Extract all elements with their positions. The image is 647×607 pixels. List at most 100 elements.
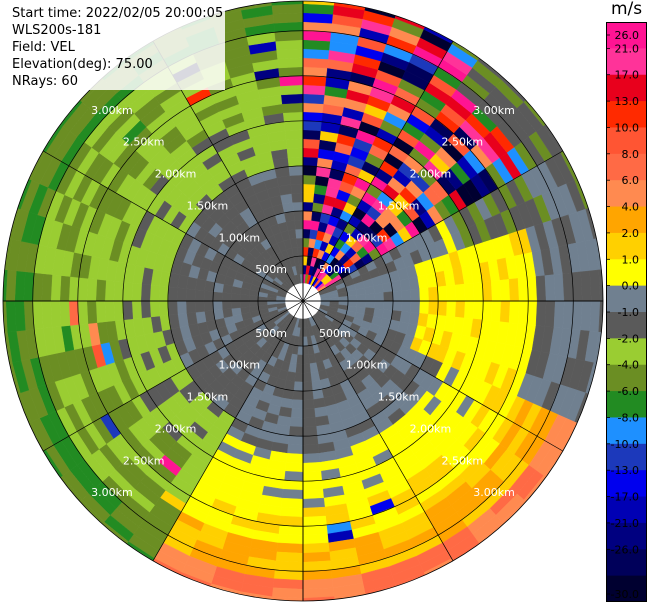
velocity-cell	[302, 3, 335, 15]
velocity-cell	[589, 269, 601, 302]
velocity-cells	[2, 0, 604, 602]
velocity-cell	[464, 300, 475, 320]
velocity-cell	[276, 48, 304, 60]
range-ring-label: 2.00km	[155, 422, 197, 435]
velocity-cell	[356, 294, 367, 302]
colorbar-segment	[606, 259, 647, 287]
range-ring-label: 3.00km	[473, 104, 515, 117]
velocity-cell	[293, 381, 304, 392]
colorbar-segment	[606, 549, 647, 577]
colorbar-tick-label: 10.0	[615, 122, 640, 135]
velocity-cell	[302, 363, 311, 374]
range-ring-label: 2.50km	[123, 136, 165, 149]
velocity-cell	[282, 479, 304, 491]
velocity-cell	[302, 12, 334, 24]
velocity-cell	[302, 417, 317, 428]
velocity-cell	[41, 273, 53, 302]
range-ring-label: 500m	[319, 263, 351, 276]
velocity-cell	[296, 237, 304, 248]
velocity-cell	[281, 93, 304, 105]
colorbar-segment	[606, 417, 647, 445]
velocity-cell	[280, 506, 304, 518]
range-ring-label: 2.50km	[442, 454, 484, 467]
velocity-cell	[290, 408, 304, 419]
velocity-cell	[302, 57, 329, 69]
colorbar-segment	[606, 48, 647, 76]
range-ring-label: 500m	[319, 327, 351, 340]
velocity-cell	[302, 228, 311, 239]
velocity-cell	[276, 542, 304, 554]
velocity-cell	[212, 291, 223, 302]
velocity-cell	[508, 300, 520, 324]
velocity-cell	[271, 3, 304, 15]
range-ring-label: 1.50km	[187, 391, 229, 404]
velocity-cell	[176, 300, 187, 315]
velocity-cell	[167, 286, 178, 302]
velocity-cell	[302, 470, 323, 482]
velocity-cell	[302, 462, 322, 473]
velocity-cell	[302, 93, 325, 105]
velocity-cell	[302, 30, 332, 42]
range-ring-label: 2.50km	[442, 136, 484, 149]
velocity-cell	[274, 560, 304, 572]
velocity-cell	[221, 300, 232, 310]
colorbar-tick-label: -10.0	[611, 438, 639, 451]
velocity-cell	[464, 282, 475, 302]
velocity-cell	[77, 277, 89, 302]
velocity-cell	[302, 165, 318, 176]
colorbar-segment	[606, 180, 647, 208]
colorbar-segment	[606, 312, 647, 339]
colorbar-segment	[606, 364, 647, 392]
colorbar-tick-label: 1.0	[622, 253, 640, 266]
colorbar-tick-label: 13.0	[615, 95, 640, 108]
velocity-cell	[274, 30, 304, 42]
range-ring-label: 2.00km	[410, 422, 452, 435]
velocity-cell	[365, 300, 376, 309]
velocity-cell	[302, 84, 326, 96]
velocity-cell	[302, 102, 324, 114]
velocity-cell	[279, 515, 304, 527]
start-time-label: Start time: 2022/02/05 20:00:05	[12, 6, 224, 21]
velocity-cell	[544, 274, 556, 302]
velocity-cell	[302, 515, 327, 527]
velocity-cell	[285, 220, 296, 231]
velocity-cell	[295, 363, 304, 374]
colorbar-segment	[606, 206, 647, 234]
velocity-cell	[113, 280, 125, 302]
colorbar-segment	[606, 496, 647, 524]
velocity-cell	[517, 300, 529, 325]
velocity-cell	[302, 587, 335, 599]
velocity-cell	[302, 542, 330, 554]
plot-info-box: Start time: 2022/02/05 20:00:05 WLS200s-…	[10, 5, 226, 90]
velocity-cell	[77, 300, 89, 325]
velocity-cell	[59, 275, 71, 302]
velocity-cell	[194, 300, 205, 313]
velocity-cell	[167, 300, 178, 316]
velocity-cell	[302, 174, 317, 185]
velocity-cell	[302, 120, 323, 132]
velocity-cell	[419, 300, 430, 315]
velocity-cell	[122, 281, 134, 302]
colorbar-tick-label: 2.0	[622, 227, 640, 240]
velocity-cell	[248, 300, 259, 307]
colorbar-tick-label: -21.0	[611, 517, 639, 530]
velocity-cell	[221, 292, 232, 302]
velocity-cell	[294, 372, 304, 383]
range-ring-label: 3.00km	[473, 486, 515, 499]
velocity-cell	[302, 336, 308, 347]
velocity-cell	[289, 417, 304, 428]
velocity-cell	[32, 272, 44, 302]
velocity-cell	[291, 192, 304, 203]
range-ring-label: 500m	[255, 327, 287, 340]
velocity-cell	[562, 272, 574, 302]
velocity-cell	[382, 282, 393, 293]
colorbar-segment	[606, 391, 647, 418]
velocity-cell	[277, 533, 304, 545]
range-ring-label: 1.50km	[378, 391, 420, 404]
azimuth-spoke	[302, 150, 563, 302]
velocity-cell	[302, 560, 332, 572]
range-azimuth-grid	[2, 0, 604, 602]
velocity-cell	[392, 300, 403, 312]
velocity-cell	[203, 290, 214, 302]
